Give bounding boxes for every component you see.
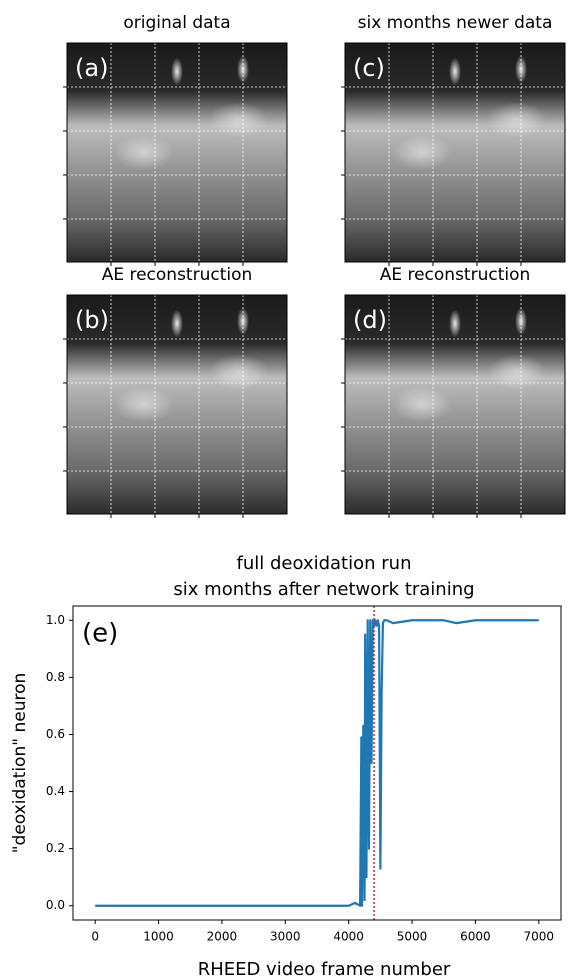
panel-title: AE reconstruction [380, 265, 531, 285]
diffraction-spot [208, 353, 269, 390]
x-tick-label: 1000 [143, 930, 174, 944]
y-tick-label: 0.0 [46, 898, 65, 912]
x-tick-label: 6000 [460, 930, 491, 944]
panel-label: (d) [353, 306, 387, 334]
diffraction-spot [237, 307, 249, 336]
diffraction-spot [237, 55, 249, 84]
panel-title: original data [123, 13, 230, 33]
y-tick-label: 0.4 [46, 784, 65, 798]
diffraction-spot [449, 57, 461, 86]
x-tick-label: 3000 [270, 930, 301, 944]
image-frame [344, 42, 566, 263]
x-axis-label: RHEED video frame number [198, 959, 451, 980]
x-tick-label: 5000 [397, 930, 428, 944]
y-tick-label: 0.8 [46, 670, 65, 684]
diffraction-spot [171, 57, 183, 86]
y-axis-label: "deoxidation" neuron [10, 673, 30, 854]
plot-frame [72, 605, 562, 921]
y-tick-label: 0.2 [46, 841, 65, 855]
diffraction-spot [171, 309, 183, 338]
y-tick-label: 1.0 [46, 613, 65, 627]
x-tick-label: 4000 [333, 930, 364, 944]
diffraction-spot [515, 307, 527, 336]
diffraction-spot [486, 101, 547, 138]
diffraction-spot [114, 134, 174, 171]
panel-label: (c) [353, 54, 385, 82]
x-tick-label: 7000 [524, 930, 555, 944]
chart-title: full deoxidation run [237, 553, 412, 574]
panel-title: AE reconstruction [102, 265, 253, 285]
image-frame [66, 294, 288, 515]
panel-label: (b) [75, 306, 109, 334]
y-tick-label: 0.6 [46, 727, 65, 741]
image-frame [344, 294, 566, 515]
data-line [95, 619, 539, 907]
diffraction-spot [208, 101, 269, 138]
diffraction-spot [392, 386, 452, 423]
diffraction-spot [515, 55, 527, 84]
panel-label: (e) [82, 619, 118, 649]
x-tick-label: 2000 [207, 930, 238, 944]
diffraction-spot [114, 386, 174, 423]
panel-label: (a) [75, 54, 108, 82]
panel-title: six months newer data [358, 13, 553, 33]
diffraction-spot [392, 134, 452, 171]
diffraction-spot [449, 309, 461, 338]
x-tick-label: 0 [91, 930, 99, 944]
diffraction-spot [486, 353, 547, 390]
image-frame [66, 42, 288, 263]
chart-subtitle: six months after network training [173, 579, 474, 600]
